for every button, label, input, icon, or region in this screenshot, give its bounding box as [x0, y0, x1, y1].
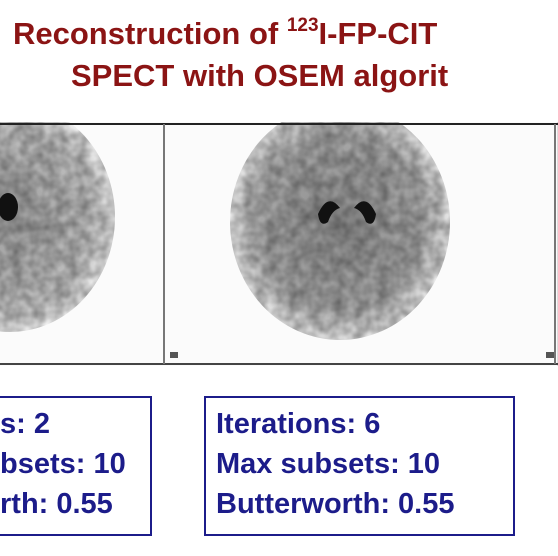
title-line-2: SPECT with OSEM algorit — [71, 58, 449, 93]
striatum — [354, 201, 376, 224]
parameter: Butterworth: 0.55 — [216, 488, 455, 520]
striatum — [0, 193, 18, 221]
icon — [546, 352, 554, 358]
parameter-box — [0, 396, 152, 536]
striatum — [318, 201, 340, 224]
parameter-box — [204, 396, 515, 536]
title-text: I-FP-CIT — [318, 16, 438, 51]
title-line-1: Reconstruction of 123I-FP-CIT — [13, 16, 558, 52]
scan-noise — [230, 122, 450, 340]
title-superscript: 123 — [286, 15, 319, 36]
title-text: Reconstruction of — [13, 16, 287, 51]
parameter: Max subsets: 10 — [216, 448, 441, 480]
scan-noise — [0, 122, 115, 332]
spect-images — [0, 122, 558, 366]
parameter: bsets: 10 — [0, 448, 126, 480]
parameter: Iterations: 6 — [216, 408, 381, 440]
parameter: s: 2 — [0, 408, 50, 440]
parameter: rth: 0.55 — [0, 488, 113, 520]
icon — [170, 352, 178, 358]
